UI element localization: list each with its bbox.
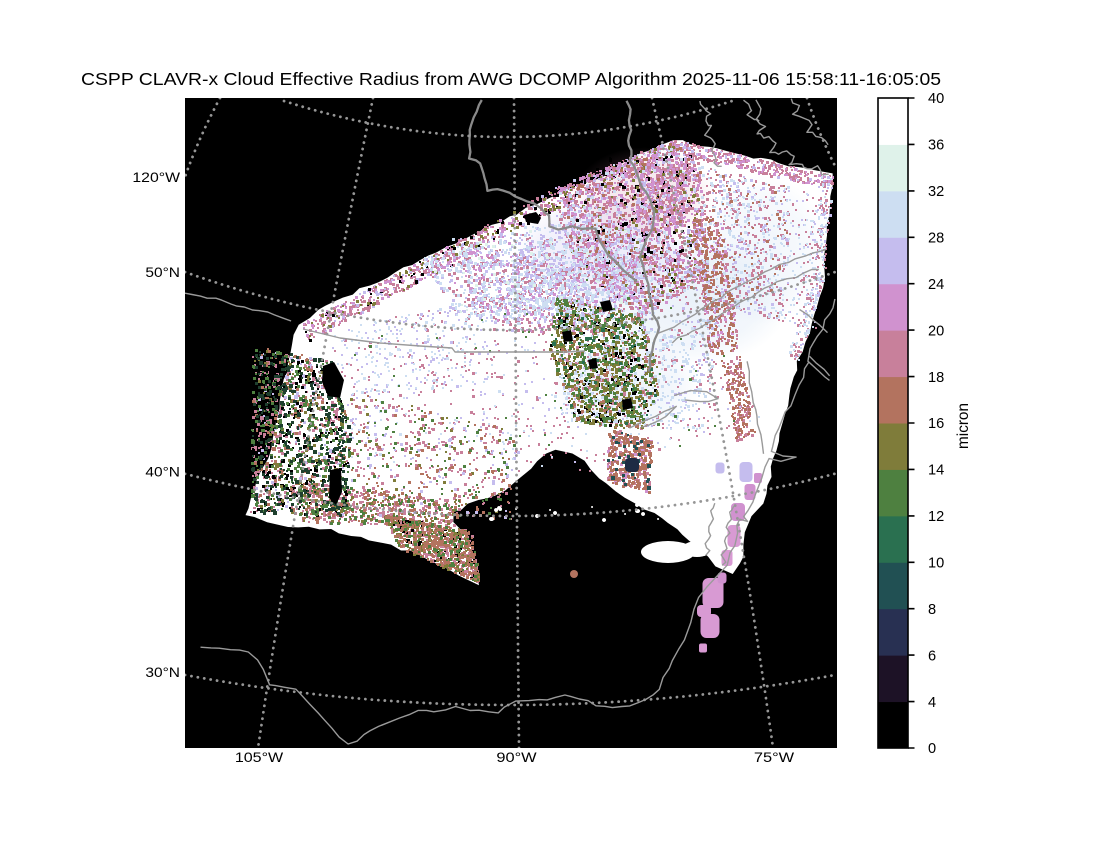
svg-text:75°W: 75°W [754, 749, 795, 765]
svg-text:105°W: 105°W [235, 749, 284, 765]
svg-text:16: 16 [928, 416, 944, 432]
svg-text:10: 10 [928, 556, 944, 572]
svg-text:12: 12 [928, 509, 944, 525]
svg-text:14: 14 [928, 463, 944, 479]
svg-text:30°N: 30°N [145, 664, 180, 680]
svg-text:40°N: 40°N [145, 464, 180, 480]
svg-text:32: 32 [928, 184, 944, 200]
svg-text:28: 28 [928, 231, 944, 247]
svg-text:8: 8 [928, 602, 936, 618]
svg-text:micron: micron [955, 403, 972, 449]
svg-text:40: 40 [928, 91, 944, 107]
svg-text:4: 4 [928, 695, 936, 711]
svg-text:36: 36 [928, 138, 944, 154]
svg-text:120°W: 120°W [132, 169, 180, 185]
svg-text:20: 20 [928, 323, 944, 339]
svg-text:24: 24 [928, 277, 944, 293]
svg-text:50°N: 50°N [145, 264, 180, 280]
svg-text:0: 0 [928, 741, 936, 757]
svg-text:90°W: 90°W [496, 749, 537, 765]
svg-text:CSPP CLAVR-x Cloud Effective R: CSPP CLAVR-x Cloud Effective Radius from… [81, 69, 941, 89]
svg-text:6: 6 [928, 648, 936, 664]
svg-text:18: 18 [928, 370, 944, 386]
